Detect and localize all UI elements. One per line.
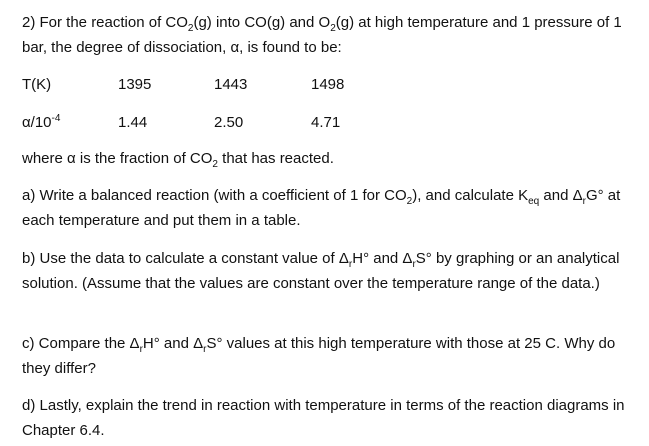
text-run: b) Use the data to calculate a constant … <box>22 250 349 267</box>
row-label: T(K) <box>22 72 51 97</box>
text-run: S° values at this high temperature with … <box>22 335 616 377</box>
row-label: α/10-4 <box>22 110 60 135</box>
subscript: r <box>348 259 353 270</box>
note: where α is the fraction of CO2 that has … <box>22 146 640 171</box>
text-run: where α is the fraction of CO <box>22 150 213 167</box>
question-part: c) Compare the ΔrH° and ΔrS° values at t… <box>22 331 640 381</box>
text-run: that has reacted. <box>217 150 334 167</box>
subscript: eq <box>528 196 540 207</box>
intro: 2) For the reaction of CO2(g) into CO(g)… <box>22 10 640 60</box>
text-run: ), and calculate K <box>412 187 529 204</box>
supscript: -4 <box>51 113 61 124</box>
subscript: r <box>139 344 143 355</box>
text-run: (g) into CO(g) and O <box>193 14 331 31</box>
table-cell: 4.71 <box>311 114 341 131</box>
subscript: 2 <box>187 23 194 34</box>
subscript: r <box>203 344 207 355</box>
text-run: H° and Δ <box>142 335 204 352</box>
table-cell: 2.50 <box>214 114 244 131</box>
question-part: d) Lastly, explain the trend in reaction… <box>22 393 640 443</box>
text-run: G° at each temperature and put them in a… <box>22 187 621 229</box>
subscript: r <box>582 196 586 207</box>
text-run: 2) For the reaction of CO <box>22 14 188 31</box>
text-run: c) Compare the Δ <box>22 335 140 352</box>
text-run: and Δ <box>539 187 583 204</box>
subscript: 2 <box>212 159 218 170</box>
text-run: T(K) <box>22 76 52 93</box>
text-run: d) Lastly, explain the trend in reaction… <box>22 397 625 439</box>
text-run: H° and Δ <box>352 250 413 267</box>
table-cell: 1443 <box>214 76 248 93</box>
question-part: a) Write a balanced reaction (with a coe… <box>22 183 640 233</box>
subscript: r <box>412 259 416 270</box>
table-cell: 1.44 <box>118 114 148 131</box>
question-part: b) Use the data to calculate a constant … <box>22 246 640 296</box>
subscript: 2 <box>330 23 336 34</box>
table-cell: 1498 <box>311 76 345 93</box>
text-run: a) Write a balanced reaction (with a coe… <box>22 187 407 204</box>
subscript: 2 <box>406 196 413 207</box>
table-cell: 1395 <box>118 76 152 93</box>
text-run: α/10 <box>22 114 52 131</box>
text-run: S° by graphing or an analytical solution… <box>22 250 620 292</box>
text-run: (g) at high temperature and 1 pressure o… <box>22 14 622 56</box>
